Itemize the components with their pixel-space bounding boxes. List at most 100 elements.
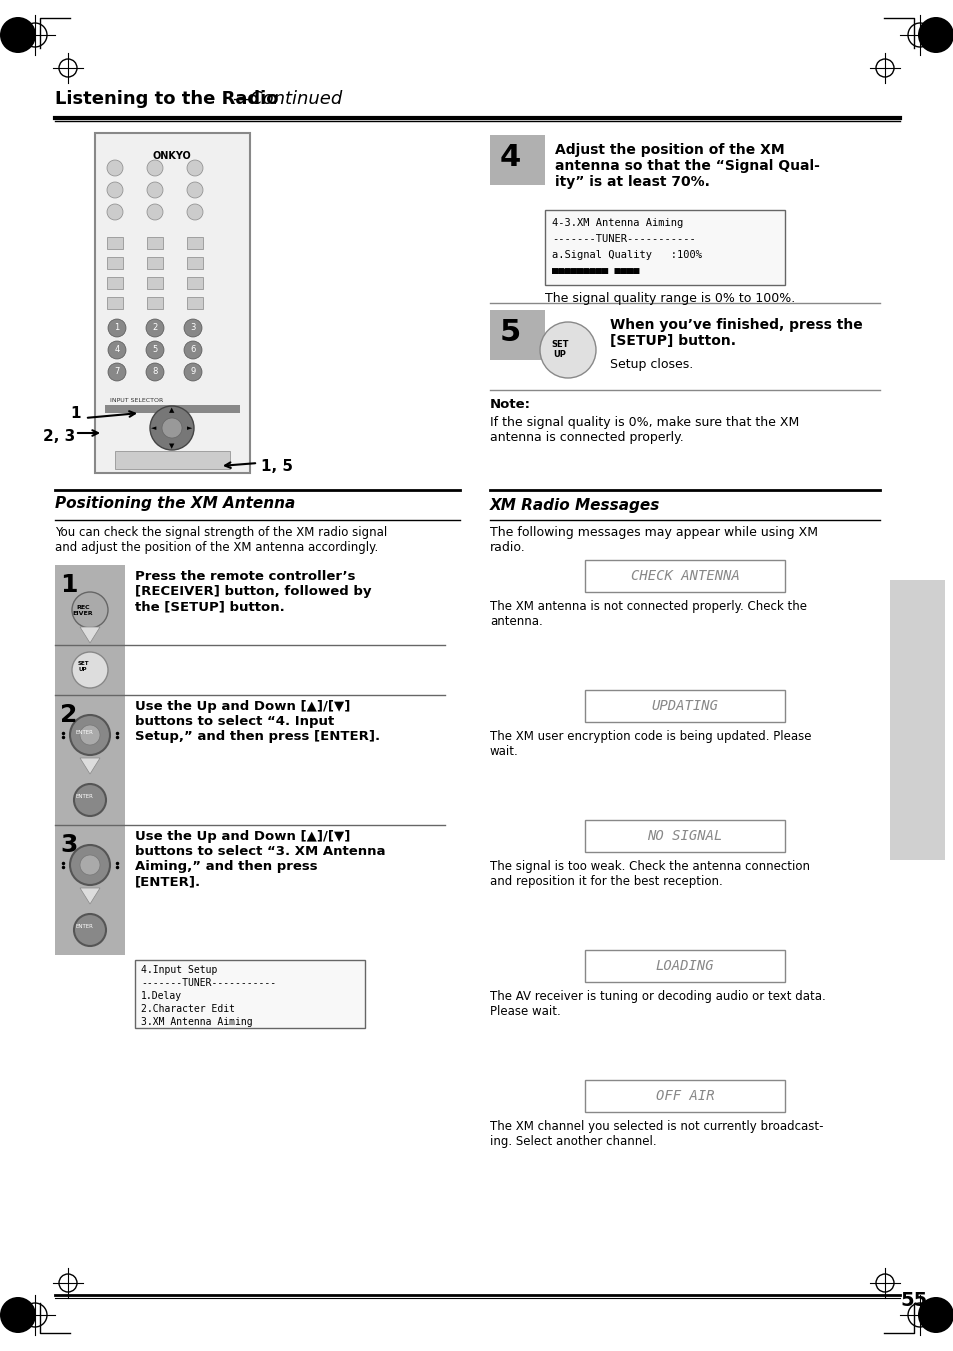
Text: The XM channel you selected is not currently broadcast-
ing. Select another chan: The XM channel you selected is not curre… <box>490 1120 822 1148</box>
Text: 1.Delay: 1.Delay <box>141 992 182 1001</box>
Bar <box>584 690 784 721</box>
Text: REC
EIVER: REC EIVER <box>72 605 93 616</box>
Text: 4-3.XM Antenna Aiming: 4-3.XM Antenna Aiming <box>552 218 682 228</box>
Text: ONKYO: ONKYO <box>152 151 192 161</box>
Circle shape <box>70 715 110 755</box>
Text: 1, 5: 1, 5 <box>261 459 293 474</box>
Text: INPUT SELECTOR: INPUT SELECTOR <box>110 399 163 403</box>
Text: SET
UP: SET UP <box>551 340 568 359</box>
Text: 5: 5 <box>152 346 157 354</box>
Bar <box>187 236 203 249</box>
Text: ▲: ▲ <box>169 407 174 413</box>
Circle shape <box>108 319 126 336</box>
Text: The signal quality range is 0% to 100%.: The signal quality range is 0% to 100%. <box>544 292 795 305</box>
Text: When you’ve finished, press the
[SETUP] button.: When you’ve finished, press the [SETUP] … <box>609 317 862 349</box>
Bar <box>187 277 203 289</box>
Bar <box>584 820 784 852</box>
Text: ENTER: ENTER <box>75 924 92 929</box>
Bar <box>147 257 163 269</box>
Circle shape <box>917 18 953 53</box>
Bar <box>107 236 123 249</box>
Circle shape <box>184 363 202 381</box>
Text: 2: 2 <box>60 703 77 727</box>
Bar <box>107 277 123 289</box>
Text: ■■■■■■■■■ ■■■■: ■■■■■■■■■ ■■■■ <box>552 266 639 276</box>
Polygon shape <box>80 888 100 904</box>
Text: 3: 3 <box>60 834 77 857</box>
Circle shape <box>187 182 203 199</box>
Text: Note:: Note: <box>490 399 531 411</box>
Bar <box>115 451 230 469</box>
Text: If the signal quality is 0%, make sure that the XM
antenna is connected properly: If the signal quality is 0%, make sure t… <box>490 416 799 444</box>
Circle shape <box>150 407 193 450</box>
Text: Adjust the position of the XM
antenna so that the “Signal Qual-
ity” is at least: Adjust the position of the XM antenna so… <box>555 143 819 189</box>
Text: 4: 4 <box>499 143 520 172</box>
Text: 5: 5 <box>499 317 520 347</box>
Circle shape <box>70 844 110 885</box>
Text: You can check the signal strength of the XM radio signal
and adjust the position: You can check the signal strength of the… <box>55 526 387 554</box>
Text: 1: 1 <box>60 573 77 597</box>
Text: CHECK ANTENNA: CHECK ANTENNA <box>630 569 739 584</box>
Text: 1: 1 <box>114 323 119 332</box>
Circle shape <box>80 725 100 744</box>
Text: The XM user encryption code is being updated. Please
wait.: The XM user encryption code is being upd… <box>490 730 811 758</box>
Circle shape <box>107 159 123 176</box>
Bar <box>55 825 125 911</box>
Text: The AV receiver is tuning or decoding audio or text data.
Please wait.: The AV receiver is tuning or decoding au… <box>490 990 825 1019</box>
Text: 2, 3: 2, 3 <box>43 430 75 444</box>
Bar <box>147 236 163 249</box>
Circle shape <box>184 319 202 336</box>
Circle shape <box>146 363 164 381</box>
Text: NO SIGNAL: NO SIGNAL <box>647 830 722 843</box>
Polygon shape <box>80 627 100 643</box>
Bar <box>490 309 544 359</box>
Circle shape <box>187 204 203 220</box>
Circle shape <box>80 855 100 875</box>
Circle shape <box>162 417 182 438</box>
Bar <box>584 561 784 592</box>
Text: The signal is too weak. Check the antenna connection
and reposition it for the b: The signal is too weak. Check the antenn… <box>490 861 809 888</box>
Text: Use the Up and Down [▲]/[▼]
buttons to select “3. XM Antenna
Aiming,” and then p: Use the Up and Down [▲]/[▼] buttons to s… <box>135 830 385 888</box>
Text: —Continued: —Continued <box>232 91 342 108</box>
Bar <box>584 1079 784 1112</box>
Text: Press the remote controller’s
[RECEIVER] button, followed by
the [SETUP] button.: Press the remote controller’s [RECEIVER]… <box>135 570 371 613</box>
Bar <box>55 644 125 694</box>
Text: 2.Character Edit: 2.Character Edit <box>141 1004 234 1015</box>
Bar <box>55 905 125 955</box>
Bar <box>55 565 125 644</box>
Text: 8: 8 <box>152 367 157 377</box>
Bar <box>584 950 784 982</box>
Text: 2: 2 <box>152 323 157 332</box>
Text: The XM antenna is not connected properly. Check the
antenna.: The XM antenna is not connected properly… <box>490 600 806 628</box>
Text: OFF AIR: OFF AIR <box>655 1089 714 1102</box>
Circle shape <box>71 592 108 628</box>
Text: Setup closes.: Setup closes. <box>609 358 693 372</box>
Circle shape <box>147 159 163 176</box>
Circle shape <box>184 340 202 359</box>
Circle shape <box>0 18 36 53</box>
Bar <box>105 405 240 413</box>
Text: ENTER: ENTER <box>75 730 92 735</box>
Circle shape <box>108 363 126 381</box>
Text: 3.XM Antenna Aiming: 3.XM Antenna Aiming <box>141 1017 253 1027</box>
Text: a.Signal Quality   :100%: a.Signal Quality :100% <box>552 250 701 259</box>
Bar <box>55 694 125 780</box>
Circle shape <box>108 340 126 359</box>
Circle shape <box>74 784 106 816</box>
Text: 4: 4 <box>114 346 119 354</box>
Bar <box>187 297 203 309</box>
Text: ►: ► <box>187 426 193 431</box>
Bar <box>147 297 163 309</box>
Bar <box>55 775 125 825</box>
Circle shape <box>0 1297 36 1333</box>
Circle shape <box>917 1297 953 1333</box>
Circle shape <box>71 653 108 688</box>
Circle shape <box>107 204 123 220</box>
Circle shape <box>107 182 123 199</box>
Bar <box>187 257 203 269</box>
Text: -------TUNER-----------: -------TUNER----------- <box>141 978 275 988</box>
Text: SET
UP: SET UP <box>77 661 89 671</box>
Text: 7: 7 <box>114 367 119 377</box>
Text: -------TUNER-----------: -------TUNER----------- <box>552 234 695 245</box>
Circle shape <box>146 340 164 359</box>
